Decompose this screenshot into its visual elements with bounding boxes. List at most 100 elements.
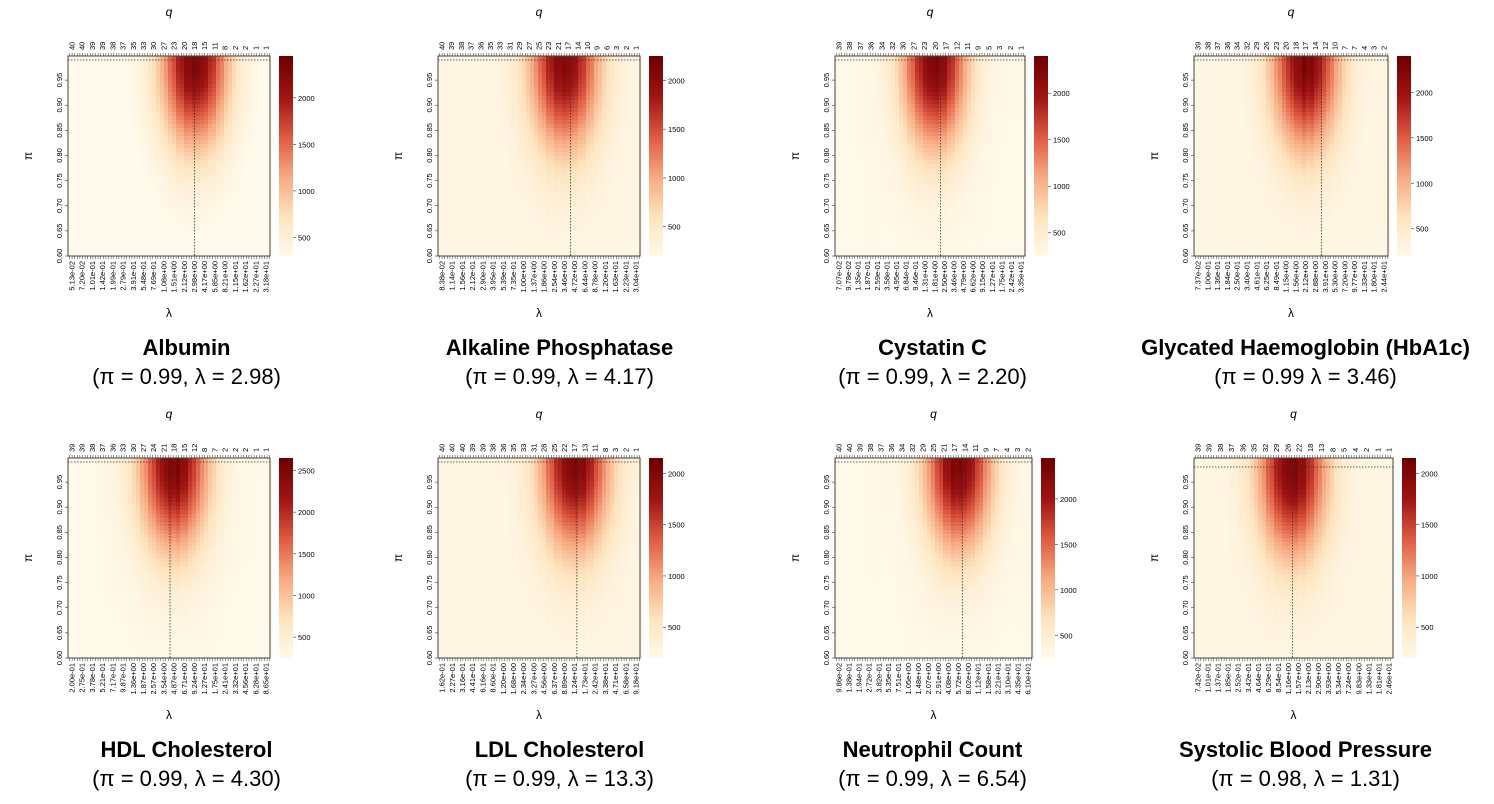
heat-cell xyxy=(156,204,161,209)
heat-cell xyxy=(634,172,639,177)
heat-cell xyxy=(88,104,93,109)
heat-cell xyxy=(618,168,623,173)
heat-cell xyxy=(622,140,627,145)
heat-cell xyxy=(252,172,257,177)
heat-cell xyxy=(542,212,547,217)
heat-cell xyxy=(494,132,499,137)
heat-cell xyxy=(88,128,93,133)
heat-cell xyxy=(76,172,81,177)
heat-cell xyxy=(140,132,145,137)
heat-cell xyxy=(88,64,93,69)
heat-cell xyxy=(132,148,137,153)
heat-cell xyxy=(566,60,571,65)
heat-cell xyxy=(176,176,181,181)
heat-cell xyxy=(232,252,237,257)
heat-cell xyxy=(100,132,105,137)
heat-cell xyxy=(570,128,575,133)
heat-cell xyxy=(622,164,627,169)
heat-cell xyxy=(586,124,591,129)
heat-cell xyxy=(236,148,241,153)
heat-cell xyxy=(482,124,487,129)
heat-cell xyxy=(252,184,257,189)
heat-cell xyxy=(160,224,165,229)
heat-cell xyxy=(72,60,77,65)
heat-cell xyxy=(486,152,491,157)
heat-cell xyxy=(224,84,229,89)
heat-cell xyxy=(200,100,205,105)
heat-cell xyxy=(454,80,459,85)
heat-cell xyxy=(88,76,93,81)
heat-cell xyxy=(156,100,161,105)
heat-cell xyxy=(474,136,479,141)
heat-cell xyxy=(96,148,101,153)
heat-cell xyxy=(490,176,495,181)
heat-cell xyxy=(216,144,221,149)
heat-cell xyxy=(176,228,181,233)
heat-cell xyxy=(546,128,551,133)
heat-cell xyxy=(220,212,225,217)
heat-cell xyxy=(192,156,197,161)
heat-cell xyxy=(490,68,495,73)
heat-cell xyxy=(498,200,503,205)
heat-cell xyxy=(120,208,125,213)
heat-cell xyxy=(586,76,591,81)
heat-cell xyxy=(474,68,479,73)
colorbar-swatch xyxy=(279,98,293,101)
heat-cell xyxy=(454,172,459,177)
heat-cell xyxy=(116,100,121,105)
heat-cell xyxy=(454,160,459,165)
heat-cell xyxy=(498,172,503,177)
heat-cell xyxy=(566,80,571,85)
heat-cell xyxy=(630,120,635,125)
heat-cell xyxy=(574,124,579,129)
heat-cell xyxy=(442,72,447,77)
heat-cell xyxy=(506,136,511,141)
heat-cell xyxy=(156,188,161,193)
heat-cell xyxy=(602,196,607,201)
heat-cell xyxy=(196,128,201,133)
heat-cell xyxy=(132,232,137,237)
heat-cell xyxy=(256,60,261,65)
heat-cell xyxy=(598,204,603,209)
heat-cell xyxy=(264,180,269,185)
heat-cell xyxy=(208,208,213,213)
heat-cell xyxy=(474,152,479,157)
heat-cell xyxy=(550,132,555,137)
heat-cell xyxy=(124,136,129,141)
heat-cell xyxy=(204,196,209,201)
heat-cell xyxy=(450,136,455,141)
heat-cell xyxy=(264,72,269,77)
colorbar-tick-label: 1000 xyxy=(298,187,315,196)
heat-cell xyxy=(188,160,193,165)
lambda-tick-label: 5.85e+00 xyxy=(210,261,219,293)
heat-cell xyxy=(216,136,221,141)
heat-cell xyxy=(514,96,519,101)
heat-cell xyxy=(458,184,463,189)
heat-cell xyxy=(88,208,93,213)
heat-cell xyxy=(124,252,129,257)
heat-cell xyxy=(172,244,177,249)
heat-cell xyxy=(248,152,253,157)
heat-cell xyxy=(550,148,555,153)
heat-cell xyxy=(582,104,587,109)
heat-cell xyxy=(156,104,161,109)
heat-cell xyxy=(220,136,225,141)
heat-cell xyxy=(220,104,225,109)
heat-cell xyxy=(264,100,269,105)
heat-cell xyxy=(558,216,563,221)
heat-cell xyxy=(614,168,619,173)
heat-cell xyxy=(466,208,471,213)
heat-cell xyxy=(622,64,627,69)
heat-cell xyxy=(606,88,611,93)
heat-cell xyxy=(510,64,515,69)
heat-cell xyxy=(216,140,221,145)
heat-cell xyxy=(192,64,197,69)
heat-cell xyxy=(502,60,507,65)
heat-cell xyxy=(168,72,173,77)
heat-cell xyxy=(474,200,479,205)
heat-cell xyxy=(558,112,563,117)
heat-cell xyxy=(148,164,153,169)
heat-cell xyxy=(550,68,555,73)
heat-cell xyxy=(526,164,531,169)
heat-cell xyxy=(490,80,495,85)
